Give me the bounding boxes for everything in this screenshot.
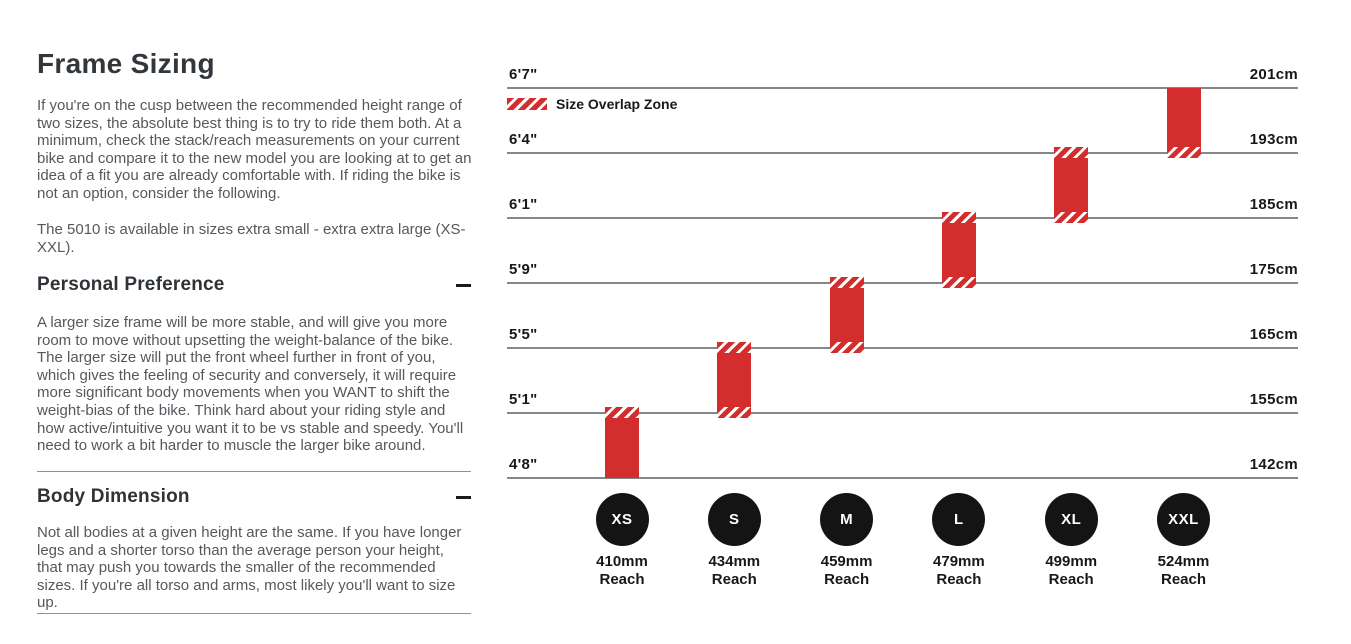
size-badge-xs: XS <box>595 493 649 546</box>
size-chart: Size Overlap Zone 6'7" 201cm 6'4" 193cm 6'1"… <box>507 0 1298 644</box>
availability-paragraph: The 5010 is available in sizes extra sma… <box>37 221 466 256</box>
height-label-cm: 165cm <box>1249 326 1298 343</box>
overlap-zone-lower <box>941 277 976 288</box>
height-label-cm: 175cm <box>1249 261 1298 278</box>
overlap-zone-lower <box>829 342 864 353</box>
overlap-zone-upper <box>717 342 752 353</box>
size-badge-l: L <box>932 493 986 546</box>
size-range-bar-xs <box>605 407 639 478</box>
reach-suffix: Reach <box>711 571 757 588</box>
overlap-zone-lower <box>1166 147 1201 158</box>
section-divider <box>37 613 471 614</box>
height-label-ft: 6'4" <box>509 131 538 148</box>
height-gridline <box>507 87 1298 89</box>
reach-value: 524mm <box>1157 553 1210 570</box>
section-title-personal-preference: Personal Preference <box>37 274 225 295</box>
size-range-bar-l <box>941 212 976 288</box>
section-header-body-dimension: Body Dimension <box>37 486 471 508</box>
overlap-zone-upper <box>605 407 639 418</box>
height-label-ft: 5'5" <box>509 326 538 343</box>
size-range-bar-xxl <box>1166 88 1201 158</box>
overlap-zone-upper <box>941 212 976 223</box>
size-range-bar-m <box>829 277 864 353</box>
section-divider <box>37 471 471 472</box>
height-gridline <box>507 412 1298 414</box>
page-title: Frame Sizing <box>37 48 215 79</box>
height-label-ft: 6'1" <box>509 196 538 213</box>
reach-suffix: Reach <box>936 571 982 588</box>
height-gridline <box>507 347 1298 349</box>
overlap-zone-swatch-icon <box>507 98 547 110</box>
reach-label-xl: 499mm Reach <box>1015 553 1127 589</box>
reach-label-m: 459mm Reach <box>791 553 903 589</box>
size-overlap-legend: Size Overlap Zone <box>507 96 677 112</box>
height-label-cm: 142cm <box>1249 456 1298 473</box>
height-label-ft: 4'8" <box>509 456 538 473</box>
reach-value: 499mm <box>1045 553 1098 570</box>
height-label-cm: 185cm <box>1249 196 1298 213</box>
reach-label-xs: 410mm Reach <box>566 553 678 589</box>
body-dimension-paragraph: Not all bodies at a given height are the… <box>37 524 462 612</box>
size-range-bar-s <box>717 342 752 418</box>
height-label-cm: 155cm <box>1249 391 1298 408</box>
reach-suffix: Reach <box>1048 571 1094 588</box>
overlap-zone-upper <box>829 277 864 288</box>
minus-icon <box>456 283 471 287</box>
height-label-ft: 5'1" <box>509 391 538 408</box>
height-label-ft: 5'9" <box>509 261 538 278</box>
overlap-zone-lower <box>1054 212 1089 223</box>
height-label-cm: 193cm <box>1249 131 1298 148</box>
reach-label-l: 479mm Reach <box>903 553 1015 589</box>
height-gridline <box>507 217 1298 219</box>
collapse-personal-preference-button[interactable] <box>451 275 471 295</box>
size-badge-s: S <box>707 493 761 546</box>
section-title-body-dimension: Body Dimension <box>37 486 190 507</box>
overlap-zone-lower <box>717 407 752 418</box>
size-badge-m: M <box>820 493 874 546</box>
reach-suffix: Reach <box>1160 571 1207 588</box>
reach-value: 410mm <box>596 553 648 570</box>
height-gridline <box>507 152 1298 154</box>
size-badge-xl: XL <box>1044 493 1098 546</box>
height-gridline <box>507 477 1298 479</box>
overlap-zone-upper <box>1054 147 1089 158</box>
height-label-ft: 6'7" <box>509 66 538 83</box>
height-gridline <box>507 282 1298 284</box>
legend-label: Size Overlap Zone <box>556 96 678 112</box>
collapse-body-dimension-button[interactable] <box>451 487 471 507</box>
size-badge-xxl: XXL <box>1157 493 1210 546</box>
reach-suffix: Reach <box>824 571 870 588</box>
size-range-bar-xl <box>1054 147 1089 223</box>
personal-preference-paragraph: A larger size frame will be more stable,… <box>37 314 464 455</box>
reach-value: 479mm <box>933 553 985 570</box>
reach-label-s: 434mm Reach <box>678 553 790 589</box>
reach-suffix: Reach <box>599 571 645 588</box>
minus-icon <box>456 495 471 499</box>
height-label-cm: 201cm <box>1249 66 1298 83</box>
reach-value: 434mm <box>708 553 761 570</box>
section-header-personal-preference: Personal Preference <box>37 274 471 296</box>
reach-value: 459mm <box>820 553 873 570</box>
reach-label-xxl: 524mm Reach <box>1128 553 1240 589</box>
intro-paragraph: If you're on the cusp between the recomm… <box>37 97 472 202</box>
